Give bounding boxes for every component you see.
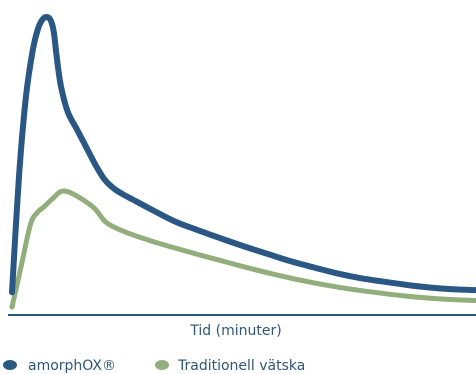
x-axis-label: Tid (minuter): [189, 323, 281, 339]
legend-swatch-amorphox: [3, 360, 17, 370]
legend-swatch-traditionell-vatska: [155, 360, 169, 370]
plot-area: [9, 13, 476, 310]
series-line-traditionell-vatska: [9, 188, 476, 310]
series-line-amorphox: [9, 13, 476, 296]
legend-item-traditionell-vatska: Traditionell vätska: [155, 358, 305, 374]
legend-label-amorphox: amorphOX®: [28, 358, 116, 374]
legend-item-amorphox: amorphOX®: [3, 358, 116, 374]
legend-label-traditionell-vatska: Traditionell vätska: [177, 358, 305, 374]
legend: amorphOX® Traditionell vätska: [3, 358, 305, 374]
